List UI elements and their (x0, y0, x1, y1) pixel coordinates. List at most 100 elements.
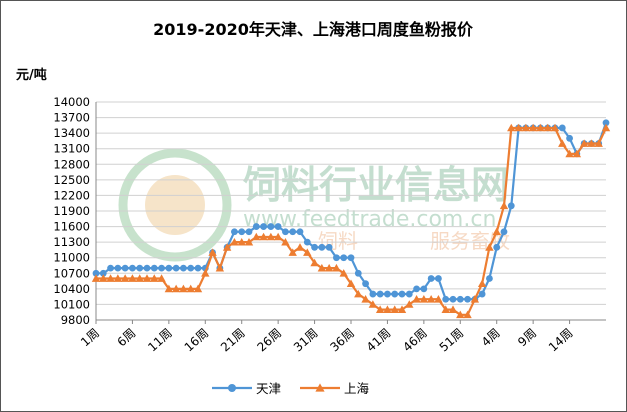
data-point (295, 243, 305, 251)
data-point (362, 280, 369, 288)
y-tick-label: 13100 (53, 142, 90, 156)
data-point (208, 248, 217, 256)
data-point (579, 139, 589, 147)
y-tick-label: 10400 (53, 282, 90, 296)
data-point (361, 295, 370, 303)
data-point (398, 290, 406, 298)
data-point (566, 134, 573, 142)
y-tick-label: 12500 (53, 173, 90, 187)
watermark: 饲料行业信息网 www.feedtrade.com.cn 饲料 服务畜牧 (118, 148, 510, 262)
x-tick-label: 36周 (327, 326, 357, 355)
data-point (601, 123, 611, 132)
data-point (478, 290, 486, 298)
data-point (282, 228, 289, 236)
x-tick-label: 11周 (145, 326, 175, 355)
legend-marker-icon (228, 384, 236, 392)
data-point (558, 139, 567, 147)
data-point (565, 149, 574, 158)
data-point (179, 284, 188, 293)
data-point (99, 269, 107, 277)
data-point (129, 264, 136, 272)
data-point (260, 223, 267, 230)
y-tick-label: 11000 (53, 251, 90, 265)
data-point (383, 305, 392, 313)
data-point (222, 243, 232, 251)
data-point (180, 264, 187, 272)
x-tick-label: 16周 (182, 326, 212, 355)
y-tick-label: 9800 (61, 313, 90, 327)
data-point (419, 295, 429, 303)
data-point (405, 290, 413, 298)
data-point (427, 275, 435, 282)
y-tick-label: 10100 (53, 297, 90, 311)
x-tick-label: 26周 (255, 326, 285, 355)
data-point (492, 227, 501, 236)
series-shanghai (91, 123, 611, 319)
data-point (339, 269, 348, 277)
data-point (521, 123, 531, 132)
data-point (368, 300, 378, 308)
data-point (587, 139, 596, 147)
data-point (413, 285, 420, 293)
data-point (266, 232, 276, 241)
data-point (281, 237, 290, 246)
data-point (572, 149, 582, 158)
y-tick-label: 12200 (53, 188, 90, 202)
data-point (397, 305, 407, 313)
data-point (412, 295, 421, 303)
data-point (500, 228, 508, 236)
y-tick-label: 14000 (53, 95, 90, 109)
data-point (405, 300, 414, 308)
data-point (215, 263, 225, 272)
data-point (252, 232, 261, 241)
x-tick-label: 31周 (291, 326, 321, 355)
data-point (135, 274, 144, 282)
data-point (390, 305, 399, 313)
data-point (384, 290, 391, 298)
data-point (369, 290, 377, 298)
data-point (594, 139, 603, 147)
x-tick-label: 41周 (364, 326, 394, 355)
data-point (252, 223, 260, 230)
data-point (317, 263, 327, 272)
watermark-logo-icon (118, 148, 232, 262)
data-point (172, 264, 180, 272)
data-point (318, 243, 326, 251)
x-tick-label: 21周 (218, 326, 248, 355)
data-point (99, 274, 108, 282)
data-point (391, 290, 399, 298)
data-point (244, 237, 254, 246)
data-point (231, 228, 238, 236)
data-point (550, 123, 560, 132)
data-point (201, 269, 210, 277)
data-point (434, 295, 443, 303)
data-point (164, 284, 174, 293)
data-point (507, 202, 515, 210)
legend-item: 天津 (212, 381, 281, 396)
data-point (470, 295, 480, 303)
legend-marker-icon (315, 383, 325, 392)
y-tick-label: 11600 (53, 220, 90, 234)
data-point (120, 274, 130, 282)
watermark-site-name: 饲料行业信息网 (243, 163, 509, 207)
data-point (375, 305, 385, 313)
x-tick-label: 4周 (479, 326, 503, 350)
data-point (238, 228, 246, 236)
data-point (158, 264, 165, 272)
data-point (150, 274, 159, 282)
data-point (340, 254, 348, 262)
watermark-logo-inner (145, 175, 205, 235)
data-point (237, 237, 246, 246)
chart-title: 2019-2020年天津、上海港口周度鱼粉报价 (153, 20, 474, 39)
y-axis-unit-label: 元/吨 (16, 67, 47, 83)
data-point (333, 254, 340, 262)
data-point (420, 285, 428, 293)
data-point (376, 290, 384, 298)
data-point (499, 201, 509, 210)
y-tick-label: 13700 (53, 111, 90, 125)
data-point (543, 123, 552, 132)
data-point (464, 295, 471, 303)
y-tick-label: 10700 (53, 266, 90, 280)
data-point (354, 269, 362, 277)
